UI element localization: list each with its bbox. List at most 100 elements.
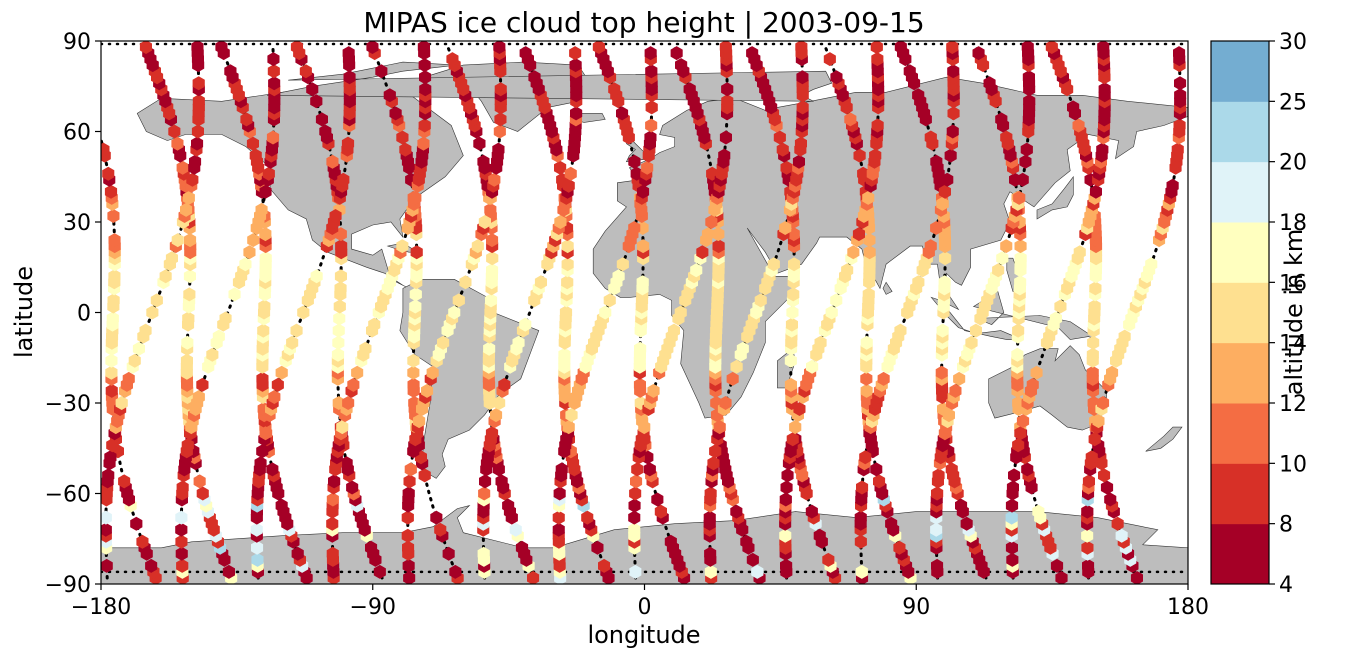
data-point xyxy=(709,444,722,459)
data-point xyxy=(366,41,379,54)
data-point xyxy=(290,41,303,54)
data-point xyxy=(1174,88,1187,103)
data-point xyxy=(196,377,209,392)
data-point xyxy=(553,486,566,501)
data-point xyxy=(862,190,875,205)
data-point xyxy=(299,64,312,79)
data-point xyxy=(592,41,605,54)
data-point xyxy=(603,293,616,308)
data-point xyxy=(286,335,299,350)
colorbar-segment xyxy=(1211,403,1269,464)
data-point xyxy=(484,202,497,217)
data-point xyxy=(830,293,843,308)
data-point xyxy=(407,353,420,368)
data-point xyxy=(150,293,163,308)
data-point xyxy=(862,287,875,302)
data-point xyxy=(947,64,960,79)
data-point xyxy=(631,462,644,477)
colorbar-segment xyxy=(1211,463,1269,525)
data-point xyxy=(806,359,819,374)
data-point xyxy=(1013,190,1026,205)
data-point xyxy=(786,432,799,447)
data-point xyxy=(947,106,960,121)
data-point xyxy=(946,41,959,54)
data-point xyxy=(871,52,884,67)
data-point xyxy=(784,353,797,368)
data-point xyxy=(101,522,112,537)
data-point xyxy=(932,468,945,483)
data-point xyxy=(562,420,575,435)
data-point xyxy=(781,468,794,483)
data-point xyxy=(561,275,574,290)
data-point xyxy=(256,371,269,386)
data-point xyxy=(404,462,417,477)
data-point xyxy=(856,480,869,495)
data-point xyxy=(894,323,907,338)
data-point xyxy=(326,492,339,507)
data-point xyxy=(949,383,962,398)
data-point xyxy=(181,438,194,453)
data-point xyxy=(1008,468,1021,483)
data-point xyxy=(509,522,522,537)
data-point xyxy=(488,172,501,187)
data-point xyxy=(555,462,568,477)
data-point xyxy=(670,46,683,61)
data-point xyxy=(175,534,188,549)
colorbar-tick-label: 8 xyxy=(1279,513,1293,538)
data-point xyxy=(105,383,118,398)
data-point xyxy=(912,88,925,103)
data-point xyxy=(1097,396,1110,410)
new-zealand xyxy=(1145,426,1183,452)
data-point xyxy=(721,94,734,109)
data-point xyxy=(306,82,319,97)
data-point xyxy=(1023,94,1036,109)
data-point xyxy=(401,510,414,525)
data-point xyxy=(853,148,866,163)
data-point xyxy=(268,390,281,404)
data-point xyxy=(1019,154,1032,169)
data-point xyxy=(336,420,349,435)
data-point xyxy=(569,46,582,61)
data-point xyxy=(359,341,372,356)
data-point xyxy=(106,438,119,453)
data-point xyxy=(628,510,641,525)
data-point xyxy=(239,257,252,272)
data-point xyxy=(479,474,492,489)
colorbar-tick-label: 16 xyxy=(1279,271,1307,296)
data-point xyxy=(823,52,836,67)
data-point xyxy=(718,148,731,163)
data-point xyxy=(101,558,113,573)
data-point xyxy=(246,136,259,151)
data-point xyxy=(1087,335,1100,350)
data-point xyxy=(191,124,204,139)
data-point xyxy=(145,558,158,573)
colorbar-tick-label: 25 xyxy=(1279,90,1307,115)
data-point xyxy=(256,444,269,459)
data-point xyxy=(417,136,430,151)
data-point xyxy=(635,432,648,447)
data-point xyxy=(297,305,310,320)
data-point xyxy=(255,202,268,217)
data-point xyxy=(1145,257,1158,272)
data-point xyxy=(485,293,498,308)
data-point xyxy=(219,311,232,326)
colorbar-segment xyxy=(1211,222,1269,283)
data-point xyxy=(291,546,304,561)
data-point xyxy=(473,136,486,151)
data-point xyxy=(730,504,743,519)
data-point xyxy=(403,571,416,584)
data-point xyxy=(935,365,948,380)
data-point xyxy=(707,456,720,471)
data-point xyxy=(941,172,954,187)
data-point xyxy=(645,64,658,79)
data-point xyxy=(486,251,499,266)
data-point xyxy=(337,172,350,187)
data-point xyxy=(814,335,827,350)
data-point xyxy=(102,468,115,483)
data-point xyxy=(106,311,119,326)
data-point xyxy=(903,64,916,79)
data-point xyxy=(712,227,725,242)
data-point xyxy=(844,112,857,127)
data-point xyxy=(912,275,925,290)
data-point xyxy=(490,408,503,423)
